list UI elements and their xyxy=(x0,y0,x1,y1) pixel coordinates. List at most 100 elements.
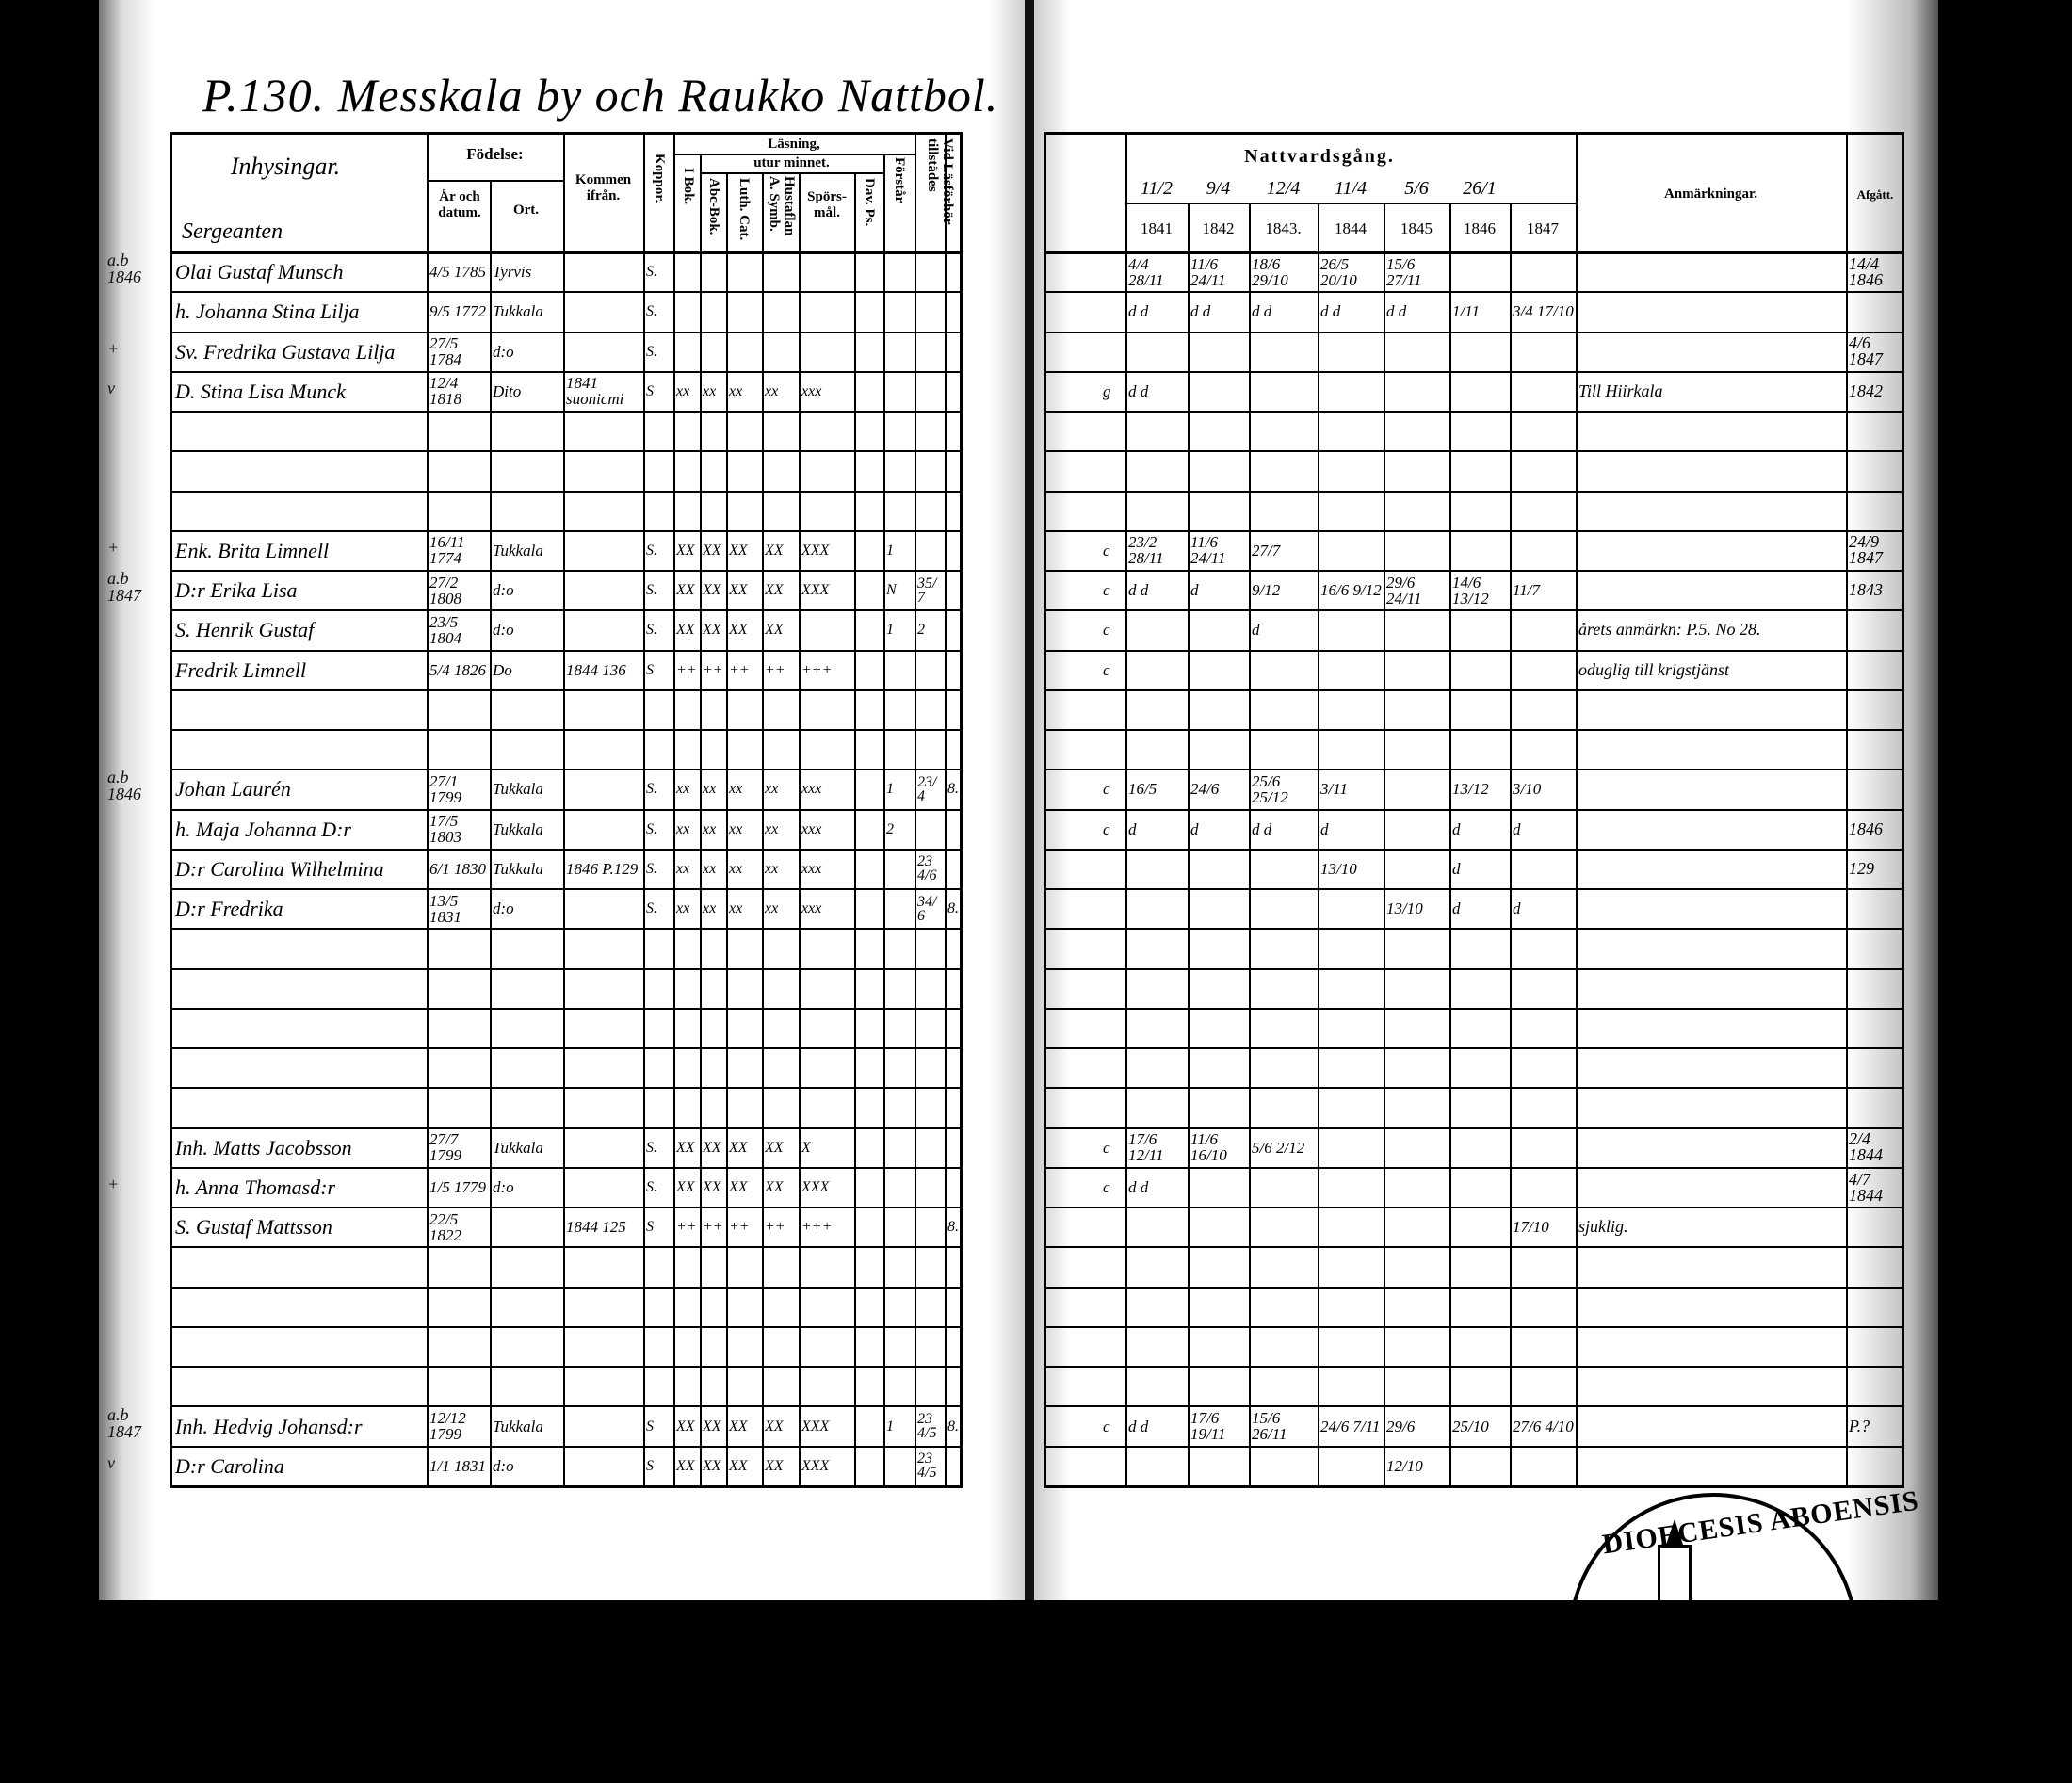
row-divider xyxy=(1046,1127,1902,1129)
cell-luther-catechism: xx xyxy=(729,382,743,399)
cell-questions: X xyxy=(801,1139,811,1156)
row-divider xyxy=(172,1207,960,1209)
cell-departed: 4/6 1847 xyxy=(1849,333,1883,369)
cell-luther-catechism: xx xyxy=(729,781,743,798)
cell-luther-catechism: XX xyxy=(729,582,748,599)
cell-understands: 1 xyxy=(886,622,894,639)
cell-name: D:r Erika Lisa xyxy=(175,578,298,603)
cell-abc-book: xx xyxy=(703,860,717,877)
cell-house-table: ++ xyxy=(765,1219,785,1236)
row-divider xyxy=(1046,1207,1902,1209)
cell-communion-1843: 18/6 29/10 xyxy=(1252,254,1288,289)
cell-communion-1842: 11/6 16/10 xyxy=(1190,1130,1227,1165)
cell-attendance-b: 8. xyxy=(947,1418,959,1435)
cell-communion-1841: 17/6 12/11 xyxy=(1128,1130,1164,1165)
cell-abc-book: xx xyxy=(703,781,717,798)
column-divider xyxy=(762,172,764,1485)
cell-communion-1847: d xyxy=(1513,900,1521,918)
cell-departed: 4/7 1844 xyxy=(1849,1169,1883,1205)
cell-departed: 129 xyxy=(1849,858,1874,878)
header-koppor: Koppor. xyxy=(652,154,667,203)
cell-communion-1843: 15/6 26/11 xyxy=(1252,1409,1287,1444)
cell-luther-catechism: xx xyxy=(729,860,743,877)
cell-departed: 1846 xyxy=(1849,819,1883,838)
row-divider xyxy=(172,490,960,493)
cell-attendance-a: 234/5 xyxy=(917,1411,937,1442)
cell-understands: 1 xyxy=(886,542,894,559)
header-nattvardsgang: Nattvardsgång. xyxy=(1244,146,1395,167)
cell-understands: 2 xyxy=(886,820,894,837)
cell-birth-date: 4/5 1785 xyxy=(429,263,486,282)
header-sporsmal: Spörs-mål. xyxy=(807,189,847,220)
row-divider xyxy=(1046,1405,1902,1408)
row-divider xyxy=(172,689,960,691)
column-divider xyxy=(1510,203,1512,1485)
cell-book-reading: xx xyxy=(676,382,690,399)
row-divider xyxy=(172,331,960,333)
cell-communion-1841: d d xyxy=(1128,581,1149,600)
cell-house-table: XX xyxy=(765,1179,784,1196)
cell-birth-date: 9/5 1772 xyxy=(429,302,486,321)
cell-birth-place: Tukkala xyxy=(493,302,543,321)
cell-departed: 14/4 1846 xyxy=(1849,253,1883,289)
cell-communion-1842: d xyxy=(1190,581,1199,600)
cell-house-table: XX xyxy=(765,1418,784,1435)
cell-luther-catechism: XX xyxy=(729,1139,748,1156)
cell-luther-catechism: XX xyxy=(729,1418,748,1435)
cell-questions: +++ xyxy=(801,1219,833,1236)
cell-communion-1844: 13/10 xyxy=(1320,859,1357,878)
row-divider xyxy=(1046,1087,1902,1090)
cell-abc-book: XX xyxy=(703,582,721,599)
cell-communion-1845: 12/10 xyxy=(1386,1456,1423,1475)
cell-communion-1841: d d xyxy=(1128,302,1149,321)
cell-book-reading: xx xyxy=(676,820,690,837)
cell-smallpox: S. xyxy=(646,860,657,877)
cell-name: D:r Carolina Wilhelmina xyxy=(175,856,384,881)
cell-birth-date: 5/4 1826 xyxy=(429,660,486,679)
cell-birth-place: Dito xyxy=(493,381,522,400)
cell-questions: XXX xyxy=(801,1457,830,1474)
cell-communion-1841: d d xyxy=(1128,1178,1149,1197)
cell-birth-date: 27/1 1799 xyxy=(429,771,461,806)
cell-birth-place: Tukkala xyxy=(493,819,543,838)
row-divider xyxy=(1046,967,1902,970)
cell-birth-place: d:o xyxy=(493,581,514,600)
row-divider xyxy=(1046,291,1902,294)
margin-note: v xyxy=(107,378,115,397)
cell-book-reading: xx xyxy=(676,781,690,798)
cell-smallpox: S. xyxy=(646,900,657,917)
cell-name: Johan Laurén xyxy=(175,777,291,802)
header-hustaflan: Hustaflan A. Symb. xyxy=(767,176,797,236)
cell-attendance-a: 35/7 xyxy=(917,575,937,606)
row-divider xyxy=(172,1087,960,1090)
page-title: P.130. Messkala by och Raukko Nattbol. xyxy=(202,69,999,122)
cell-questions: xxx xyxy=(801,820,822,837)
cell-name: Inh. Matts Jacobsson xyxy=(175,1135,352,1159)
cell-prefix: g xyxy=(1103,381,1111,400)
left-page xyxy=(99,0,1027,1600)
margin-note: a.b 1846 xyxy=(107,251,141,287)
row-divider xyxy=(1046,370,1902,373)
cell-communion-1843: 9/12 xyxy=(1252,581,1281,600)
row-divider xyxy=(172,1366,960,1369)
column-divider xyxy=(1449,203,1451,1485)
row-divider xyxy=(172,1445,960,1448)
row-divider xyxy=(172,370,960,373)
cell-house-table: xx xyxy=(765,781,779,798)
row-divider xyxy=(1046,729,1902,732)
row-divider xyxy=(172,1166,960,1169)
cell-house-table: XX xyxy=(765,1139,784,1156)
cell-communion-1843: 5/6 2/12 xyxy=(1252,1138,1305,1157)
row-divider xyxy=(1046,848,1902,851)
header-kommen-ifran: Kommen ifrån. xyxy=(575,172,632,203)
cell-house-table: XX xyxy=(765,1457,784,1474)
row-divider xyxy=(172,1246,960,1249)
church-icon xyxy=(1658,1519,1692,1623)
cell-prefix: c xyxy=(1103,621,1110,640)
cell-attendance-a: 23/4 xyxy=(917,773,937,804)
cell-communion-1843: 25/6 25/12 xyxy=(1252,771,1288,806)
cell-communion-1846: 14/6 13/12 xyxy=(1452,573,1489,608)
cell-book-reading: XX xyxy=(676,1457,695,1474)
header-ar-och-datum: År och datum. xyxy=(438,189,481,220)
book-gutter xyxy=(1025,0,1036,1600)
